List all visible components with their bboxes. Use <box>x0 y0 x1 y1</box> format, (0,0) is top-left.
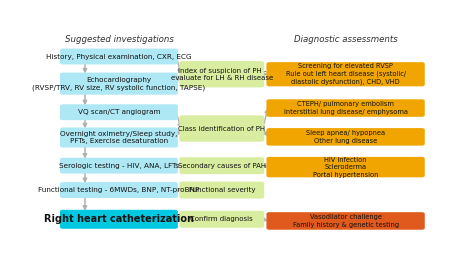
Text: Screening for elevated RVSP
Rule out left heart disease (systolic/
diastolic dys: Screening for elevated RVSP Rule out lef… <box>285 63 406 85</box>
FancyBboxPatch shape <box>60 158 178 174</box>
FancyBboxPatch shape <box>179 115 264 142</box>
FancyBboxPatch shape <box>60 182 178 198</box>
FancyBboxPatch shape <box>266 99 425 117</box>
FancyBboxPatch shape <box>179 182 264 199</box>
Text: Class identification of PH: Class identification of PH <box>178 125 265 131</box>
Text: Overnight oximetry/Sleep study,
PFTs, Exercise desaturation: Overnight oximetry/Sleep study, PFTs, Ex… <box>60 131 178 144</box>
Text: VQ scan/CT angiogram: VQ scan/CT angiogram <box>78 109 160 115</box>
Text: Right heart catheterization: Right heart catheterization <box>44 214 194 224</box>
Text: Confirm diagnosis: Confirm diagnosis <box>191 216 253 222</box>
FancyBboxPatch shape <box>266 128 425 146</box>
FancyBboxPatch shape <box>60 49 178 64</box>
FancyBboxPatch shape <box>179 61 264 88</box>
FancyBboxPatch shape <box>60 104 178 120</box>
FancyBboxPatch shape <box>60 73 178 95</box>
Text: Serologic testing - HIV, ANA, LFTs: Serologic testing - HIV, ANA, LFTs <box>59 163 179 169</box>
Text: Functional testing - 6MWDs, BNP, NT-proBNP: Functional testing - 6MWDs, BNP, NT-proB… <box>38 187 200 193</box>
Text: Sleep apnea/ hypopnea
Other lung disease: Sleep apnea/ hypopnea Other lung disease <box>306 130 385 144</box>
Text: History, Physical examination, CXR, ECG: History, Physical examination, CXR, ECG <box>46 53 192 60</box>
FancyBboxPatch shape <box>266 157 425 177</box>
FancyBboxPatch shape <box>266 212 425 230</box>
Text: CTEPH/ pulmonary embolism
Interstitial lung disease/ emphysoma: CTEPH/ pulmonary embolism Interstitial l… <box>283 101 408 115</box>
FancyBboxPatch shape <box>60 127 178 147</box>
Text: Functional severity: Functional severity <box>189 187 255 193</box>
Text: HIV infection
Scleroderma
Portal hypertension: HIV infection Scleroderma Portal hyperte… <box>313 157 378 178</box>
Text: Vasodilator challenge
Family history & genetic testing: Vasodilator challenge Family history & g… <box>292 214 399 228</box>
Text: Diagnostic assessments: Diagnostic assessments <box>294 35 398 44</box>
FancyBboxPatch shape <box>266 62 425 86</box>
Text: Index of suspicion of PH -
evaluate for LH & RH disease: Index of suspicion of PH - evaluate for … <box>171 67 273 81</box>
FancyBboxPatch shape <box>179 157 264 174</box>
Text: Secondary causes of PAH: Secondary causes of PAH <box>178 163 266 169</box>
Text: Echocardiography
(RVSP/TRV, RV size, RV systolic function, TAPSE): Echocardiography (RVSP/TRV, RV size, RV … <box>32 77 206 91</box>
FancyBboxPatch shape <box>60 210 178 229</box>
FancyBboxPatch shape <box>179 211 264 228</box>
Text: Suggested investigations: Suggested investigations <box>64 35 173 44</box>
